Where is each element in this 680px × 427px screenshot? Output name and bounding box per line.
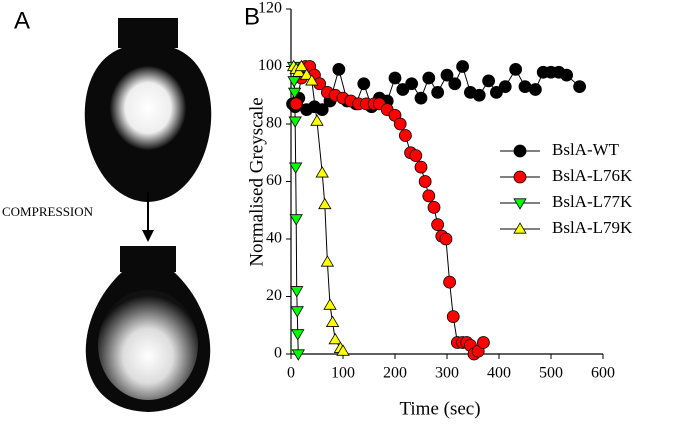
legend-label: BslA-L79K xyxy=(552,218,633,237)
point xyxy=(431,85,445,99)
point xyxy=(323,298,337,310)
point xyxy=(328,332,342,345)
point xyxy=(482,74,496,88)
x-tick-label: 500 xyxy=(539,365,563,382)
y-tick-label: 20 xyxy=(266,287,282,304)
point xyxy=(418,175,432,188)
point xyxy=(529,83,542,96)
legend-label: BslA-L76K xyxy=(552,166,633,185)
point xyxy=(472,88,486,102)
legend-marker xyxy=(513,170,527,184)
point xyxy=(388,71,402,85)
arrow xyxy=(142,192,154,242)
point xyxy=(320,255,335,267)
point xyxy=(292,65,306,77)
panel-label: B xyxy=(244,3,260,30)
legend-marker xyxy=(513,222,527,234)
point xyxy=(289,97,303,111)
point xyxy=(405,77,419,91)
point xyxy=(509,62,523,76)
chart: 0 20 40 60 80 100 120 0 100 200 300 400 500 600 BslA-W… xyxy=(258,0,633,382)
y-tick-label: 60 xyxy=(266,172,282,189)
legend-label: BslA-L77K xyxy=(552,192,633,211)
point xyxy=(289,214,303,226)
y-axis-label: Normalised Greyscale xyxy=(246,97,267,266)
x-tick-label: 400 xyxy=(487,365,511,382)
point xyxy=(332,62,346,76)
point xyxy=(294,59,309,72)
point xyxy=(422,71,436,85)
droplet-after xyxy=(85,246,211,412)
y-tick-label: 80 xyxy=(266,115,282,132)
point xyxy=(456,60,470,73)
point xyxy=(427,200,441,214)
point xyxy=(573,80,586,94)
point xyxy=(396,83,410,96)
y-tick-label: 120 xyxy=(258,0,282,17)
y-tick-label: 100 xyxy=(258,57,282,74)
point xyxy=(299,68,314,80)
x-tick-label: 0 xyxy=(287,365,295,382)
point xyxy=(310,114,324,126)
point xyxy=(291,349,305,361)
point xyxy=(409,149,423,163)
point xyxy=(476,336,490,349)
x-tick-label: 100 xyxy=(331,365,355,382)
y-tick-label: 0 xyxy=(274,345,282,362)
x-tick-label: 200 xyxy=(383,365,407,382)
point xyxy=(414,160,428,174)
point xyxy=(315,103,329,117)
point xyxy=(288,162,303,174)
x-tick-label: 600 xyxy=(591,365,615,382)
point xyxy=(560,68,573,82)
point xyxy=(422,189,436,203)
point xyxy=(398,129,412,142)
point xyxy=(288,116,302,128)
point xyxy=(440,68,454,82)
point xyxy=(414,91,428,105)
annotation: COMPRESSION xyxy=(2,204,94,219)
point xyxy=(393,117,407,131)
point xyxy=(315,166,329,178)
droplet-before xyxy=(84,18,212,202)
point xyxy=(498,80,512,94)
point xyxy=(443,275,457,289)
point xyxy=(439,232,453,246)
point xyxy=(287,87,302,100)
x-tick-label: 300 xyxy=(435,365,459,382)
point xyxy=(305,74,319,86)
point xyxy=(318,197,332,210)
point xyxy=(290,306,304,318)
point xyxy=(446,310,460,324)
y-tick-label: 40 xyxy=(266,230,282,247)
point xyxy=(448,77,462,91)
legend-marker xyxy=(513,144,527,158)
point xyxy=(290,286,304,298)
point xyxy=(291,329,305,341)
point xyxy=(325,315,340,327)
point xyxy=(357,77,371,91)
point xyxy=(336,344,350,356)
panel-label: A xyxy=(14,7,30,34)
x-axis-label: Time (sec) xyxy=(399,398,480,419)
point xyxy=(431,218,445,232)
legend-marker xyxy=(513,198,527,210)
point xyxy=(489,85,503,99)
legend-label: BslA-WT xyxy=(552,140,620,159)
